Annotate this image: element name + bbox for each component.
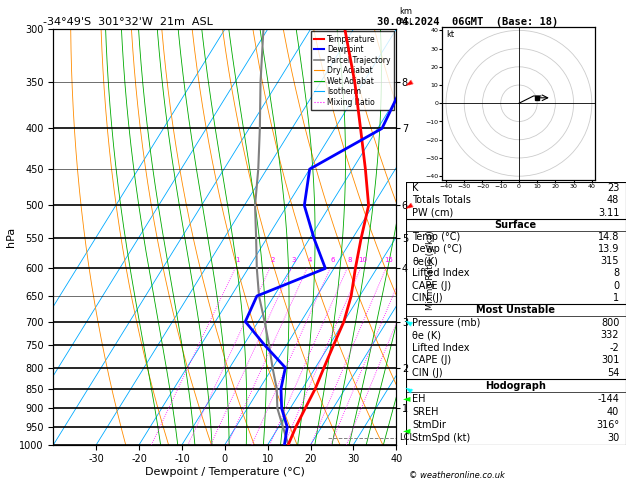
Text: 10: 10: [359, 257, 368, 262]
Text: 332: 332: [601, 330, 619, 340]
Text: 2: 2: [270, 257, 275, 262]
Text: Pressure (mb): Pressure (mb): [413, 317, 481, 328]
Text: 6: 6: [330, 257, 335, 262]
Text: 316°: 316°: [596, 420, 619, 430]
Text: ◄: ◄: [403, 394, 410, 403]
Text: 0: 0: [613, 280, 619, 291]
Text: Totals Totals: Totals Totals: [413, 195, 471, 206]
Text: CIN (J): CIN (J): [413, 368, 443, 378]
Text: SREH: SREH: [413, 407, 439, 417]
Text: 800: 800: [601, 317, 619, 328]
Text: θe(K): θe(K): [413, 256, 438, 266]
Text: Most Unstable: Most Unstable: [476, 305, 555, 315]
Text: ◄: ◄: [403, 382, 414, 395]
Text: 8: 8: [347, 257, 352, 262]
Text: 40: 40: [607, 407, 619, 417]
Text: Dewp (°C): Dewp (°C): [413, 244, 462, 254]
Text: kt: kt: [446, 30, 454, 39]
Text: K: K: [413, 183, 419, 193]
Text: θe (K): θe (K): [413, 330, 442, 340]
Text: LCL: LCL: [399, 433, 415, 442]
Text: 23: 23: [607, 183, 619, 193]
Text: Lifted Index: Lifted Index: [413, 343, 470, 353]
Text: 48: 48: [607, 195, 619, 206]
Text: 1: 1: [613, 293, 619, 303]
Text: StmDir: StmDir: [413, 420, 446, 430]
Text: ◄: ◄: [403, 199, 414, 212]
Text: 3: 3: [292, 257, 296, 262]
Text: km
ASL: km ASL: [399, 7, 415, 27]
Text: EH: EH: [413, 394, 426, 404]
Text: ◄: ◄: [403, 315, 414, 328]
Text: 15: 15: [384, 257, 393, 262]
Y-axis label: hPa: hPa: [6, 227, 16, 247]
Text: CIN (J): CIN (J): [413, 293, 443, 303]
Text: © weatheronline.co.uk: © weatheronline.co.uk: [409, 471, 504, 480]
Text: 30.04.2024  06GMT  (Base: 18): 30.04.2024 06GMT (Base: 18): [377, 17, 559, 27]
Text: ◄: ◄: [403, 76, 414, 88]
Text: Lifted Index: Lifted Index: [413, 268, 470, 278]
Text: 13.9: 13.9: [598, 244, 619, 254]
Text: 14.8: 14.8: [598, 232, 619, 242]
Text: -144: -144: [598, 394, 619, 404]
Text: -34°49'S  301°32'W  21m  ASL: -34°49'S 301°32'W 21m ASL: [43, 17, 213, 27]
Legend: Temperature, Dewpoint, Parcel Trajectory, Dry Adiabat, Wet Adiabat, Isotherm, Mi: Temperature, Dewpoint, Parcel Trajectory…: [311, 32, 394, 110]
X-axis label: Dewpoint / Temperature (°C): Dewpoint / Temperature (°C): [145, 467, 305, 477]
Text: Temp (°C): Temp (°C): [413, 232, 460, 242]
Text: PW (cm): PW (cm): [413, 208, 454, 218]
Text: CAPE (J): CAPE (J): [413, 280, 452, 291]
Text: -2: -2: [610, 343, 619, 353]
Text: 54: 54: [607, 368, 619, 378]
Text: 315: 315: [601, 256, 619, 266]
Text: 8: 8: [613, 268, 619, 278]
Text: Surface: Surface: [495, 220, 537, 230]
Text: ◄: ◄: [403, 426, 410, 435]
Text: CAPE (J): CAPE (J): [413, 355, 452, 365]
Text: 1: 1: [236, 257, 240, 262]
Text: StmSpd (kt): StmSpd (kt): [413, 433, 470, 443]
Text: 3.11: 3.11: [598, 208, 619, 218]
Text: Mixing Ratio (g/kg): Mixing Ratio (g/kg): [426, 230, 435, 310]
Text: Hodograph: Hodograph: [486, 381, 546, 391]
Text: 301: 301: [601, 355, 619, 365]
Text: 30: 30: [607, 433, 619, 443]
Text: 4: 4: [308, 257, 312, 262]
